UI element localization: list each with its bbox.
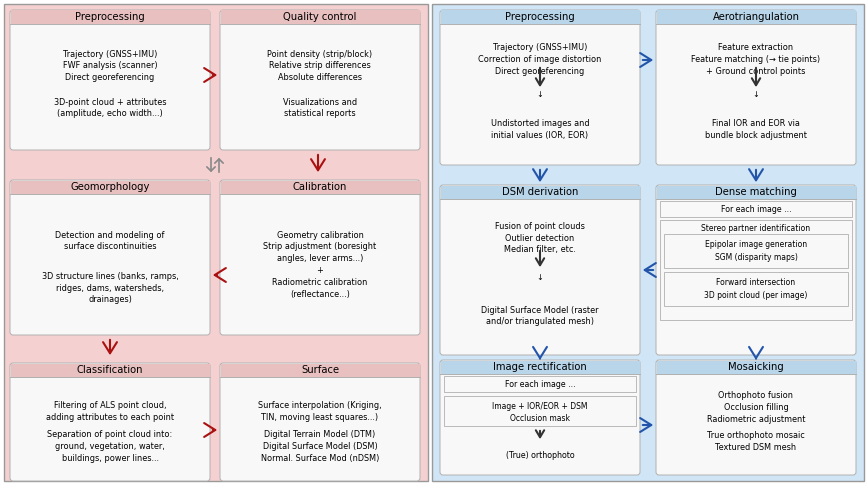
Text: Point density (strip/block)
Relative strip differences
Absolute differences: Point density (strip/block) Relative str… [267,50,372,82]
Text: Digital Surface Model (raster
and/or triangulated mesh): Digital Surface Model (raster and/or tri… [481,306,599,327]
FancyBboxPatch shape [656,10,856,165]
Text: Classification: Classification [76,365,143,375]
FancyBboxPatch shape [10,180,210,335]
FancyBboxPatch shape [10,363,210,481]
Bar [656,361,856,375]
Text: Image + IOR/EOR + DSM: Image + IOR/EOR + DSM [492,401,588,411]
Text: Digital Terrain Model (DTM)
Digital Surface Model (DSM)
Normal. Surface Mod (nDS: Digital Terrain Model (DTM) Digital Surf… [260,430,379,463]
Text: Feature extraction
Feature matching (→ tie points)
+ Ground control points: Feature extraction Feature matching (→ t… [692,43,820,75]
Text: For each image ...: For each image ... [504,380,575,388]
FancyBboxPatch shape [10,10,210,150]
Bar [664,272,848,306]
Bar [444,396,636,426]
Text: DSM derivation: DSM derivation [502,187,578,197]
Bar [660,201,852,217]
FancyBboxPatch shape [220,180,420,335]
Text: Filtering of ALS point cloud,
adding attributes to each point: Filtering of ALS point cloud, adding att… [46,401,174,422]
Text: Preprocessing: Preprocessing [505,12,575,22]
Text: Occlusion mask: Occlusion mask [510,414,570,422]
Text: Visualizations and
statistical reports: Visualizations and statistical reports [283,98,357,119]
FancyBboxPatch shape [220,10,420,150]
Text: Detection and modeling of
surface discontinuities: Detection and modeling of surface discon… [56,230,165,251]
Bar [220,364,419,378]
Text: Final IOR and EOR via
bundle block adjustment: Final IOR and EOR via bundle block adjus… [705,120,807,140]
Bar [4,4,428,481]
Text: (True) orthophoto: (True) orthophoto [506,451,575,459]
Bar [440,186,640,199]
Text: Aerotriangulation: Aerotriangulation [713,12,799,22]
Bar [220,180,419,194]
Text: Dense matching: Dense matching [715,187,797,197]
Text: 3D point cloud (per image): 3D point cloud (per image) [704,291,808,299]
FancyBboxPatch shape [440,10,640,165]
FancyBboxPatch shape [440,185,640,355]
Text: Calibration: Calibration [293,182,347,192]
Text: Geomorphology: Geomorphology [70,182,149,192]
Text: Trajectory (GNSS+IMU)
Correction of image distortion
Direct georeferencing: Trajectory (GNSS+IMU) Correction of imag… [478,43,602,75]
Bar [220,11,419,24]
Text: Preprocessing: Preprocessing [76,12,145,22]
Text: For each image ...: For each image ... [720,205,792,213]
Text: 3D structure lines (banks, ramps,
ridges, dams, watersheds,
drainages): 3D structure lines (banks, ramps, ridges… [42,272,179,304]
Text: ↓: ↓ [536,90,543,99]
Text: Undistorted images and
initial values (IOR, EOR): Undistorted images and initial values (I… [490,120,589,140]
Text: 3D-point cloud + attributes
(amplitude, echo width...): 3D-point cloud + attributes (amplitude, … [54,98,167,119]
Text: Geometry calibration
Strip adjustment (boresight
angles, lever arms...)
+
Radiom: Geometry calibration Strip adjustment (b… [263,230,377,298]
Text: True orthophoto mosaic
Textured DSM mesh: True orthophoto mosaic Textured DSM mesh [707,431,805,451]
FancyBboxPatch shape [656,360,856,475]
Bar [664,234,848,268]
Text: Separation of point cloud into:
ground, vegetation, water,
buildings, power line: Separation of point cloud into: ground, … [48,430,173,463]
Bar [660,220,852,320]
Bar [10,11,209,24]
Text: ↓: ↓ [536,273,543,281]
Bar [10,180,209,194]
Bar [656,186,856,199]
Text: Trajectory (GNSS+IMU)
FWF analysis (scanner)
Direct georeferencing: Trajectory (GNSS+IMU) FWF analysis (scan… [62,50,157,82]
Text: Surface interpolation (Kriging,
TIN, moving least squares...): Surface interpolation (Kriging, TIN, mov… [258,401,382,422]
Text: Forward intersection: Forward intersection [716,278,796,287]
Text: Orthophoto fusion
Occlusion filling
Radiometric adjustment: Orthophoto fusion Occlusion filling Radi… [707,391,806,424]
Bar [444,376,636,392]
Text: SGM (disparity maps): SGM (disparity maps) [714,253,798,261]
Text: ↓: ↓ [753,90,760,99]
Text: Epipolar image generation: Epipolar image generation [705,240,807,248]
Text: Image rectification: Image rectification [493,362,587,372]
Bar [440,11,640,24]
Text: Mosaicking: Mosaicking [728,362,784,372]
FancyBboxPatch shape [656,185,856,355]
Text: Stereo partner identification: Stereo partner identification [701,224,811,232]
Text: Surface: Surface [301,365,339,375]
Bar [440,361,640,375]
FancyBboxPatch shape [220,363,420,481]
FancyBboxPatch shape [440,360,640,475]
Bar [432,4,864,481]
Bar [656,11,856,24]
Text: Quality control: Quality control [283,12,357,22]
Text: Fusion of point clouds
Outlier detection
Median filter, etc.: Fusion of point clouds Outlier detection… [495,222,585,254]
Bar [10,364,209,378]
